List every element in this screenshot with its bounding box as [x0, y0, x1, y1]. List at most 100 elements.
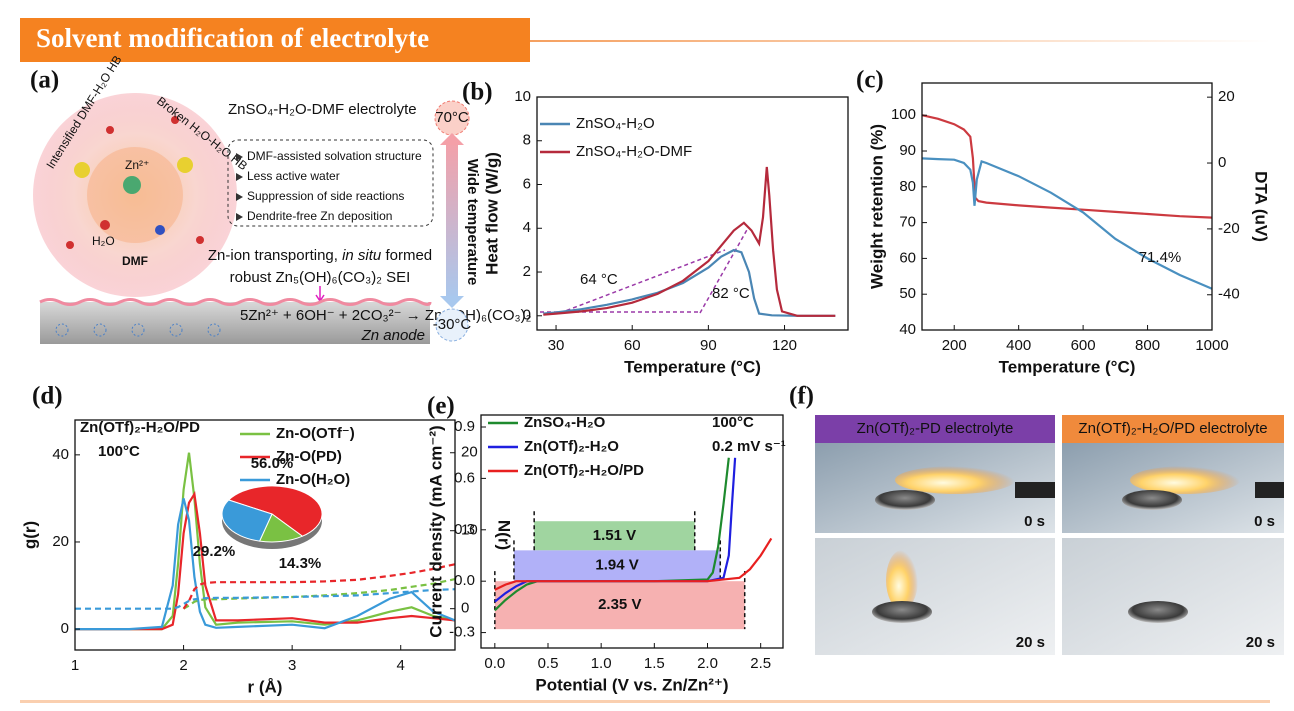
coin	[1128, 601, 1188, 623]
x-tick-label: 0.0	[484, 655, 505, 672]
sei-text: robust Zn₅(OH)₆(CO₃)₂ SEI	[230, 269, 411, 286]
coin	[872, 601, 932, 623]
y-tick-label: 2	[523, 263, 531, 280]
sulfate	[177, 157, 193, 173]
electrolyte-title: ZnSO₄-H₂O-DMF electrolyte	[228, 101, 417, 118]
molecule	[196, 236, 204, 244]
sei-part: in situ	[342, 247, 382, 264]
anode-label: Zn anode	[361, 327, 425, 344]
x-tick-label: 400	[1006, 337, 1031, 354]
molecule	[66, 241, 74, 249]
x-tick-label: 1000	[1195, 337, 1228, 354]
flame	[1130, 466, 1240, 494]
window-label: 1.94 V	[595, 557, 638, 574]
panel-label: (e)	[427, 393, 455, 420]
time-label: 20 s	[1016, 634, 1045, 651]
x-tick-label: 90	[700, 337, 717, 354]
bullet: DMF-assisted solvation structure	[247, 149, 422, 163]
legend-label: ZnSO₄-H₂O-DMF	[576, 143, 692, 160]
wide-label: Wide temperature	[464, 159, 481, 286]
plot: 3060901200246810Temperature (°C)Heat flo…	[482, 88, 848, 377]
series-line	[922, 158, 1212, 288]
y-tick-label: 100	[891, 106, 916, 123]
legend-label: ZnSO₄-H₂O	[524, 414, 606, 431]
cold-label: -30°C	[433, 316, 472, 333]
x-tick-label: 2	[179, 657, 187, 674]
y2-tick-label: -20	[1218, 220, 1240, 237]
y-tick-label: 6	[523, 175, 531, 192]
y2-axis-label: N(r)	[495, 520, 514, 550]
y-tick-label: -0.3	[449, 624, 475, 641]
annotation: Zn(OTf)₂-H₂O/PD	[80, 419, 200, 436]
panel-label: (a)	[30, 67, 59, 94]
y-tick-label: 90	[899, 142, 916, 159]
y-tick-label: 80	[899, 178, 916, 195]
sei-arrow	[316, 286, 324, 301]
x-tick-label: 1.0	[591, 655, 612, 672]
pie-label: 29.2%	[193, 543, 236, 560]
sei-text: Zn-ion transporting, in situ formed	[208, 247, 432, 264]
h2o-label: H₂O	[92, 234, 115, 248]
annotation: 71.4%	[1139, 249, 1182, 266]
torch	[1015, 482, 1055, 498]
legend-label: ZnSO₄-H₂O	[576, 115, 655, 132]
coin	[1122, 490, 1182, 510]
y-tick-label: 50	[899, 285, 916, 302]
annotation: 100°C	[712, 414, 754, 431]
annotation: 0.2 mV s⁻¹	[712, 438, 786, 455]
window-label: 2.35 V	[598, 596, 641, 613]
equation: 5Zn²⁺ + 6OH⁻ + 2CO₃²⁻ → Zn₅(OH)₆(CO₃)₂	[240, 307, 532, 324]
x-tick-label: 2.0	[697, 655, 718, 672]
y-tick-label: 70	[899, 214, 916, 231]
x-tick-label: 2.5	[750, 655, 771, 672]
x-tick-label: 3	[288, 657, 296, 674]
y-tick-label: 0	[61, 620, 69, 637]
y-axis-label: Weight retention (%)	[867, 124, 886, 289]
y-tick-label: 10	[514, 88, 531, 105]
zn-ion	[123, 176, 141, 194]
header-text: Zn(OTf)₂-PD electrolyte	[857, 420, 1014, 437]
bullet: Suppression of side reactions	[247, 189, 404, 203]
temperature-arrow	[446, 140, 458, 300]
y-tick-label: 4	[523, 219, 531, 236]
pie-label: 56.0%	[251, 455, 294, 472]
bullet: Less active water	[247, 169, 340, 183]
legend-label: Zn(OTf)₂-H₂O	[524, 438, 619, 455]
y2-tick-label: -40	[1218, 286, 1240, 303]
x-axis-label: Potential (V vs. Zn/Zn²⁺)	[535, 675, 728, 694]
x-axis-label: Temperature (°C)	[624, 357, 761, 376]
time-label: 20 s	[1246, 634, 1275, 651]
hot-label: 70°C	[435, 109, 469, 126]
x-tick-label: 1.5	[644, 655, 665, 672]
panel-label: (b)	[462, 79, 493, 106]
legend-label: Zn-O(H₂O)	[276, 471, 350, 488]
panel-a: Zn²⁺ H₂O DMF Intensified DMF-H₂O HB Brok…	[33, 53, 532, 344]
sei-part: formed	[381, 247, 432, 264]
coin	[875, 490, 935, 510]
y-tick-label: 0.9	[454, 418, 475, 435]
y-tick-label: 20	[52, 533, 69, 550]
y-axis-label: g(r)	[20, 521, 39, 549]
x-tick-label: 200	[942, 337, 967, 354]
y-axis-label: Current density (mA cm⁻²)	[426, 425, 445, 637]
panel-label: (f)	[789, 383, 814, 410]
molecule	[155, 225, 165, 235]
arrow-head	[440, 133, 464, 145]
slide: Solvent modification of electrolyte (a) …	[0, 0, 1294, 711]
annotation: 100°C	[98, 443, 140, 460]
x-tick-label: 600	[1071, 337, 1096, 354]
annotation: 64 °C	[580, 271, 618, 288]
y2-axis-label: DTA (uV)	[1252, 171, 1271, 242]
y2-tick-label: 0	[461, 600, 469, 617]
panel-label: (c)	[856, 67, 884, 94]
molecule	[100, 220, 110, 230]
legend-label: Zn-O(OTf⁻)	[276, 425, 355, 442]
series-line	[75, 589, 455, 609]
x-axis-label: r (Å)	[248, 677, 283, 696]
y-tick-label: 0.3	[454, 521, 475, 538]
plot-frame	[922, 83, 1212, 330]
time-label: 0 s	[1254, 513, 1275, 530]
pie-label: 14.3%	[279, 555, 322, 572]
